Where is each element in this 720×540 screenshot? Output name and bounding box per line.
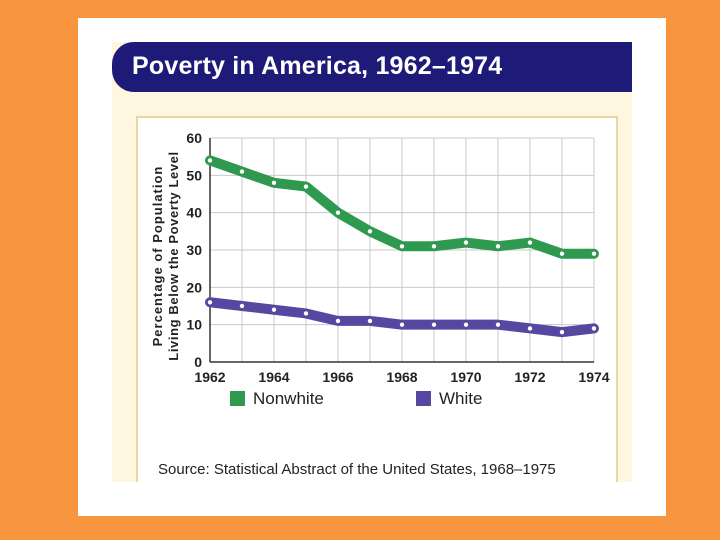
chart-title: Poverty in America, 1962–1974 — [132, 52, 503, 80]
x-tick-label: 1962 — [194, 369, 225, 385]
title-bar: Poverty in America, 1962–1974 — [112, 42, 632, 92]
legend-label-white: White — [439, 389, 482, 408]
legend-swatch-nonwhite — [230, 391, 245, 406]
source-note: Source: Statistical Abstract of the Unit… — [158, 461, 556, 478]
data-point — [270, 179, 277, 186]
x-tick-label: 1966 — [322, 369, 353, 385]
data-point — [334, 209, 341, 216]
y-tick-label: 0 — [194, 354, 202, 370]
data-point — [302, 310, 309, 317]
y-tick-label: 40 — [186, 205, 202, 221]
data-point — [494, 243, 501, 250]
chart-figure: Poverty in America, 1962–1974 0 10 20 30 40 5… — [112, 42, 632, 482]
data-point — [366, 317, 373, 324]
legend-swatch-white — [416, 391, 431, 406]
line-chart: 0 10 20 30 40 50 60 1962 1964 1966 1968 1970 1972 197… — [150, 130, 610, 478]
data-point — [239, 302, 246, 309]
data-point — [590, 250, 597, 257]
data-point — [366, 228, 373, 235]
data-point — [334, 317, 341, 324]
data-point — [494, 321, 501, 328]
series-nonwhite-group — [205, 155, 599, 259]
data-point — [526, 325, 533, 332]
data-point — [590, 325, 597, 332]
x-tick-label: 1968 — [386, 369, 417, 385]
data-point — [207, 299, 214, 306]
series-white-group — [205, 297, 599, 338]
y-tick-label: 60 — [186, 130, 202, 146]
series-lines — [205, 155, 599, 338]
data-point — [558, 250, 565, 257]
data-point — [462, 239, 469, 246]
y-tick-label: 30 — [186, 242, 202, 258]
y-tick-label: 20 — [186, 279, 202, 295]
y-tick-label: 50 — [186, 167, 202, 183]
x-tick-label: 1970 — [450, 369, 481, 385]
x-tick-label: 1972 — [514, 369, 545, 385]
data-point — [462, 321, 469, 328]
data-point — [398, 243, 405, 250]
legend: Nonwhite White — [230, 389, 482, 408]
data-point — [270, 306, 277, 313]
y-tick-label: 10 — [186, 317, 202, 333]
y-axis-title-line2: Living Below the Poverty Level — [166, 151, 181, 360]
data-point — [526, 239, 533, 246]
data-point — [558, 329, 565, 336]
data-point — [239, 168, 246, 175]
axis-labels: 0 10 20 30 40 50 60 1962 1964 1966 1968 1970 1972 197… — [150, 130, 610, 385]
data-point — [207, 157, 214, 164]
y-axis-title-line1: Percentage of Population — [150, 166, 165, 347]
x-tick-label: 1964 — [258, 369, 289, 385]
chart-panel: 0 10 20 30 40 50 60 1962 1964 1966 1968 1970 1972 197… — [136, 116, 618, 482]
data-point — [398, 321, 405, 328]
data-point — [302, 183, 309, 190]
legend-label-nonwhite: Nonwhite — [253, 389, 324, 408]
axes — [209, 138, 594, 363]
data-point — [430, 321, 437, 328]
data-point — [430, 243, 437, 250]
x-tick-label: 1974 — [578, 369, 609, 385]
